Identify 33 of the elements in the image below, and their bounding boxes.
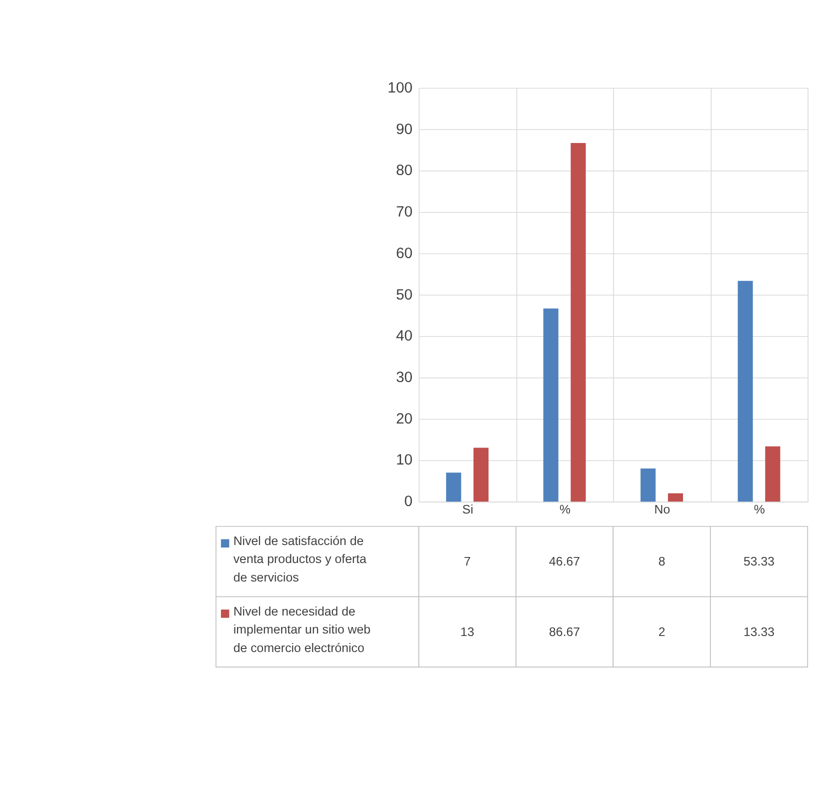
y-tick-label: 100 <box>388 80 412 96</box>
data-label: 13 <box>460 625 474 640</box>
data-label: 2 <box>658 625 666 640</box>
y-tick-label: 50 <box>396 287 412 304</box>
y-tick-label: 70 <box>396 204 412 220</box>
bar <box>668 493 684 502</box>
x-tick-label: % <box>559 502 570 517</box>
y-tick-label: 90 <box>396 122 412 138</box>
y-tick-label: 80 <box>396 163 412 180</box>
y-tick-label: 20 <box>396 411 412 428</box>
y-tick-label: 40 <box>396 328 412 345</box>
bar <box>738 280 753 502</box>
data-label: 86.67 <box>549 625 580 640</box>
data-label: 7 <box>464 554 471 569</box>
bar <box>640 468 656 502</box>
x-tick-label: % <box>754 502 765 517</box>
data-label: 46.67 <box>549 554 580 569</box>
data-label: 13.33 <box>743 625 775 640</box>
legend-label: Nivel de necesidad de implementar un sitio web de comercio electrónico <box>233 604 371 655</box>
bar <box>570 142 586 502</box>
y-tick-label: 10 <box>396 452 412 469</box>
x-tick-label: Si <box>462 502 474 517</box>
y-tick-label: 30 <box>396 370 412 386</box>
bar <box>446 472 462 502</box>
legend-label: Nivel de satisfacción de venta productos y oferta de servicios <box>233 534 367 584</box>
data-label: 53.33 <box>743 554 775 569</box>
bar <box>543 308 558 502</box>
x-tick-label: No <box>654 502 670 517</box>
bar <box>765 446 780 502</box>
bar <box>473 448 489 502</box>
y-tick-label: 60 <box>396 246 412 262</box>
data-label: 8 <box>658 554 666 569</box>
y-tick-label: 0 <box>404 494 412 510</box>
